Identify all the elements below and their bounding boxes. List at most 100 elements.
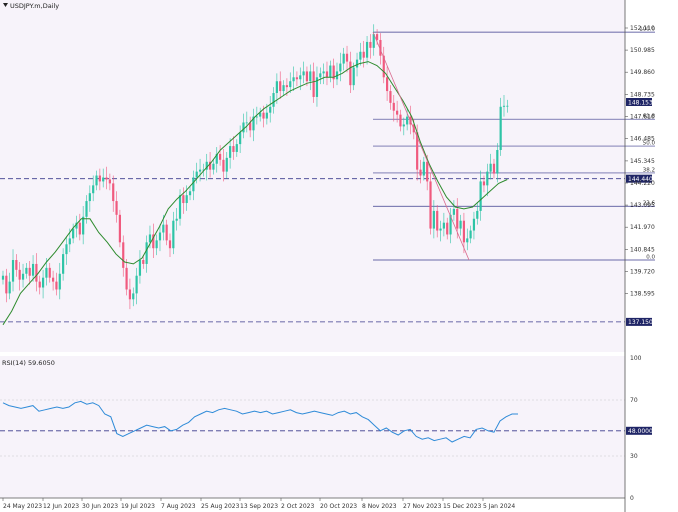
- candle-body: [25, 267, 28, 274]
- candle: [28, 260, 31, 285]
- candle-body: [162, 224, 165, 233]
- candle: [41, 269, 45, 299]
- candle-body: [202, 169, 205, 171]
- time-tick-label: 24 May 2023: [3, 503, 42, 510]
- candle-body: [11, 260, 15, 282]
- candle-body: [82, 216, 85, 235]
- candle-body: [312, 71, 315, 97]
- candle: [78, 213, 81, 241]
- rsi-level-tag-bg: [626, 426, 652, 435]
- time-tick-label: 8 Nov 2023: [362, 503, 397, 510]
- rsi-title: RSI(14) 59.6050: [2, 359, 55, 367]
- candle: [11, 249, 15, 292]
- candle: [128, 278, 132, 310]
- candle-body: [339, 63, 342, 72]
- candle-body: [282, 85, 285, 92]
- price-tick-label: 145.345: [630, 158, 655, 165]
- candle: [359, 42, 362, 66]
- candle-body: [402, 124, 405, 127]
- candle-body: [48, 267, 51, 278]
- price-tick-label: 148.735: [630, 91, 655, 98]
- candle: [55, 272, 58, 296]
- candle: [489, 153, 492, 180]
- candle: [309, 64, 312, 91]
- candle: [188, 186, 192, 201]
- candle: [386, 66, 389, 101]
- candle-body: [85, 201, 88, 217]
- candle: [502, 94, 506, 117]
- candle: [155, 234, 158, 256]
- candle: [289, 72, 292, 94]
- candle: [215, 147, 218, 173]
- candle-body: [492, 163, 496, 174]
- candle: [419, 159, 422, 184]
- candle-body: [319, 73, 322, 78]
- rsi-tick-label: 100: [630, 355, 642, 362]
- candle: [95, 170, 98, 191]
- candle-body: [275, 81, 278, 94]
- candle: [178, 189, 182, 226]
- candle: [402, 117, 405, 136]
- price-tick-label: 143.095: [630, 202, 655, 209]
- candle: [269, 95, 272, 123]
- time-tick-label: 13 Sep 2023: [240, 503, 278, 510]
- candle-body: [115, 201, 118, 215]
- candle-body: [8, 281, 11, 294]
- candle: [312, 62, 315, 103]
- rsi-level-label: 48.0000: [628, 428, 653, 435]
- candle-body: [392, 102, 395, 111]
- fib-level-label: 0.0: [646, 255, 655, 261]
- candle-body: [332, 65, 335, 80]
- candle: [235, 139, 238, 157]
- candle-body: [195, 171, 198, 178]
- fib-level-label: 38.2: [643, 167, 655, 173]
- candle: [168, 233, 172, 258]
- time-tick-label: 12 Jun 2023: [43, 503, 79, 510]
- chart-symbol-title: USDJPY.m,Daily: [10, 2, 59, 10]
- candle: [392, 94, 395, 122]
- candle: [232, 136, 235, 160]
- candle-body: [152, 234, 155, 249]
- candle-body: [396, 110, 399, 115]
- candle: [472, 211, 476, 240]
- candle-body: [269, 106, 272, 113]
- candle: [302, 61, 305, 84]
- candle-body: [172, 220, 175, 249]
- candle-body: [355, 59, 359, 68]
- candle-body: [112, 183, 115, 202]
- candle: [48, 262, 51, 283]
- candle-body: [262, 112, 265, 119]
- candle-body: [235, 144, 238, 152]
- fib-level-label: 100.0: [639, 27, 655, 33]
- candle: [198, 158, 202, 182]
- candle-body: [135, 275, 138, 294]
- collapse-arrow-icon[interactable]: [3, 3, 8, 7]
- candle: [122, 235, 125, 277]
- candle-body: [352, 67, 355, 86]
- candle: [315, 66, 319, 107]
- candle: [282, 80, 285, 96]
- candle: [329, 60, 332, 83]
- rsi-line: [2, 400, 518, 443]
- candle-body: [252, 116, 255, 131]
- candle: [1, 270, 5, 285]
- candle-body: [375, 34, 379, 40]
- candle: [105, 166, 108, 190]
- candle-body: [98, 175, 101, 182]
- rsi-indicator: 48.0000: [0, 399, 653, 457]
- candle-body: [452, 208, 455, 215]
- candle: [18, 261, 21, 291]
- candle: [229, 138, 232, 169]
- candle: [399, 109, 402, 132]
- candle: [369, 34, 372, 59]
- candle: [52, 270, 55, 291]
- candle: [142, 255, 145, 269]
- price-tick-label: 152.110: [630, 25, 655, 32]
- candle-body: [422, 161, 425, 176]
- candle: [322, 63, 325, 85]
- fibonacci-retracement: 100.0 61.8 50.0 38.2 23.6 0.0: [373, 27, 655, 261]
- candle-body: [45, 267, 48, 278]
- candle-body: [349, 61, 352, 86]
- candle-body: [192, 177, 195, 192]
- level-tag-bg: [626, 174, 652, 183]
